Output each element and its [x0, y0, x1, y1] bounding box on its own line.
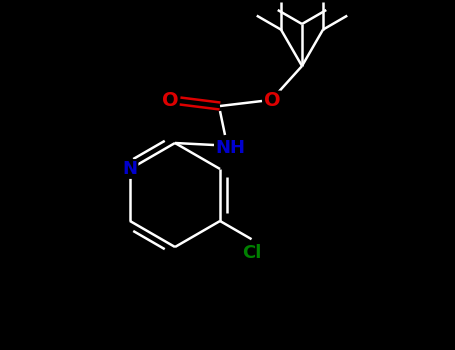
Text: O: O — [162, 91, 178, 111]
Text: Cl: Cl — [242, 244, 261, 262]
Text: N: N — [122, 160, 137, 178]
Text: NH: NH — [215, 139, 245, 157]
Text: O: O — [264, 91, 280, 111]
